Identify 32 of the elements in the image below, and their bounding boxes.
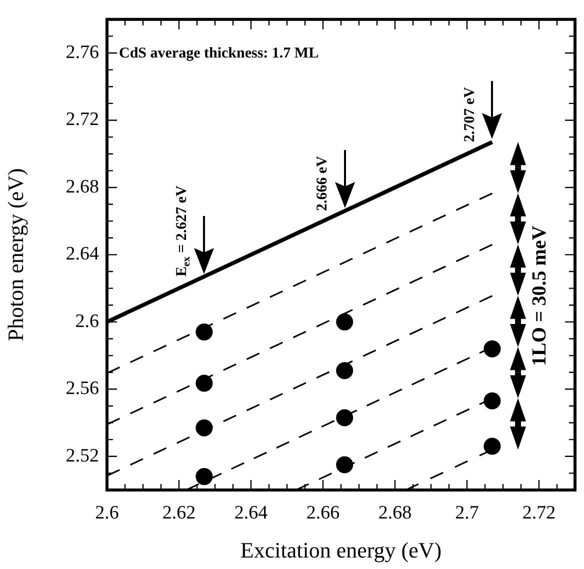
point	[196, 324, 213, 341]
x-tick-label: 2.6	[95, 502, 119, 524]
x-tick-label: 2.62	[162, 502, 196, 524]
x-tick-label: 2.68	[378, 502, 412, 524]
point	[336, 362, 354, 380]
y-tick-label: 2.64	[66, 244, 100, 265]
x-tick-label: 2.72	[522, 502, 556, 524]
y-tick-label: 2.68	[66, 176, 99, 198]
x-tick-label: 2.64	[234, 502, 268, 524]
x-axis-title: Excitation energy (eV)	[240, 538, 442, 563]
point	[196, 468, 213, 486]
y-tick-label: 2.76	[66, 42, 99, 63]
point	[484, 392, 501, 410]
point	[336, 456, 354, 474]
annotation: Eex = 2.627 eV	[174, 185, 192, 277]
point	[336, 313, 354, 330]
point	[484, 438, 501, 455]
annotation: 2.666 eV	[314, 156, 330, 211]
annotation: 2.707 eV	[462, 86, 478, 142]
y-tick-label: 2.52	[66, 445, 99, 466]
x-tick-label: 2.66	[306, 502, 340, 524]
y-axis-title: Photon energy (eV)	[2, 168, 28, 342]
point	[196, 419, 213, 436]
annotation: 1LO = 30.5 meV	[528, 225, 550, 366]
y-tick-label: 2.72	[66, 109, 99, 130]
annotation: CdS average thickness: 1.7 ML	[119, 45, 319, 62]
x-tick-label: 2.7	[455, 502, 479, 524]
point	[336, 409, 354, 426]
y-tick-label: 2.6	[75, 310, 99, 332]
point	[484, 340, 501, 358]
point	[196, 374, 213, 392]
y-tick-label: 2.56	[66, 378, 99, 400]
